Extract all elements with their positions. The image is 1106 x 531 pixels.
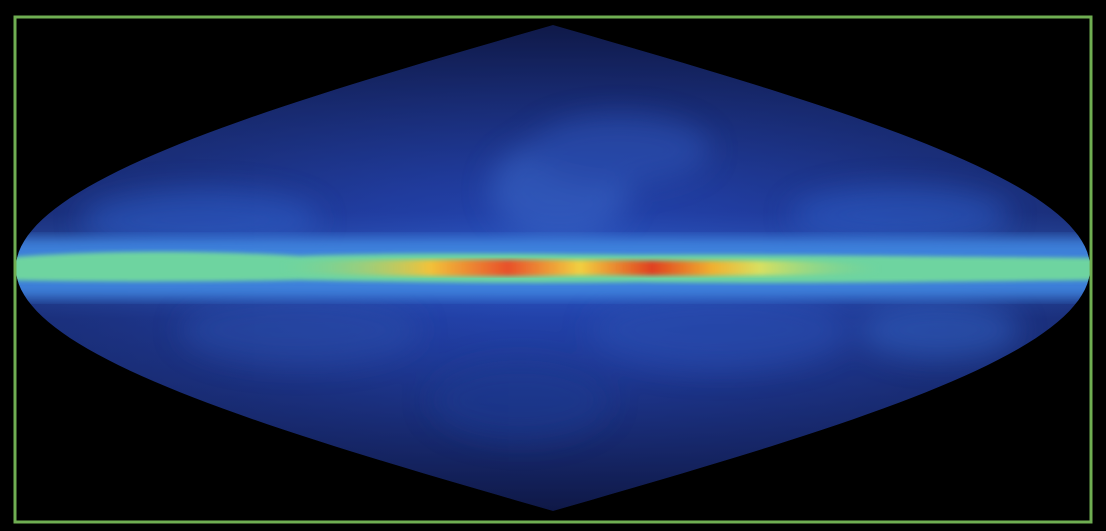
band-core xyxy=(280,260,880,276)
page: (() => { const data = JSON.parse(documen… xyxy=(0,0,1106,531)
sky-map xyxy=(0,0,1106,531)
